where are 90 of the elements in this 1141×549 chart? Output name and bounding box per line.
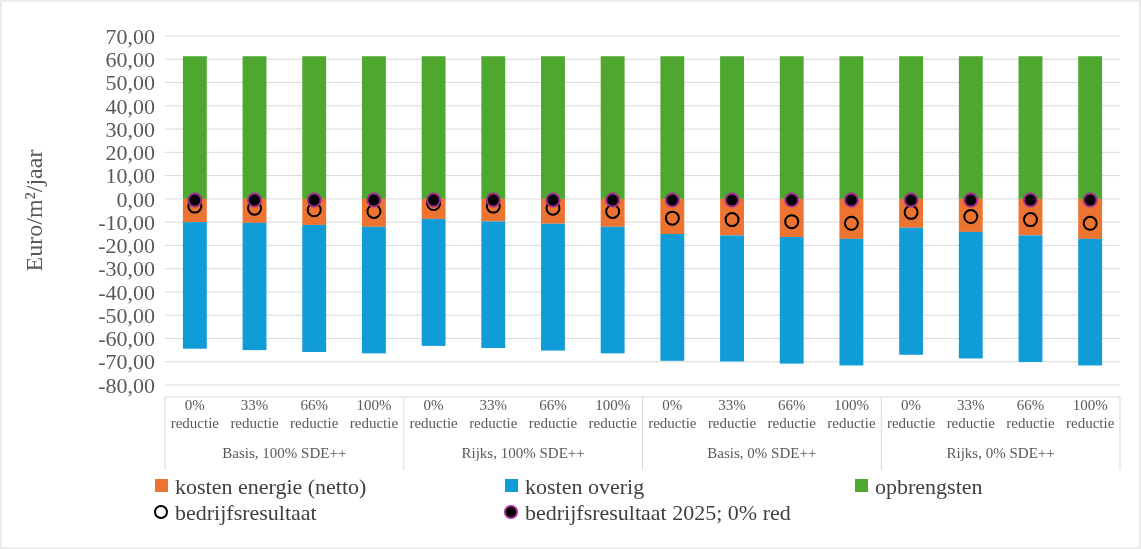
bar [720,235,744,362]
point [426,192,442,208]
x-tick-label: 100% reductie [349,397,399,431]
bar [660,234,685,361]
x-tick-label: 0% reductie [409,397,459,431]
x-tick-label: 100% reductie [1066,397,1115,431]
point [605,192,621,208]
x-tick-label: 33% reductie [946,397,996,431]
text: Basis, 0% SDE++ [707,445,817,461]
bar [1018,235,1043,362]
y-tick-label: 60,00 [105,46,155,72]
bar [1078,56,1103,199]
y-tick-label: 40,00 [105,93,155,119]
x-tick-label: 33% reductie [707,397,757,431]
bar [361,56,386,199]
text: Rijks, 0% SDE++ [946,445,1055,461]
bar [541,56,565,199]
y-tick-label: -30,00 [98,256,155,282]
bar [958,56,983,199]
bar [242,222,267,351]
bar [899,56,924,199]
point [843,192,859,208]
x-tick-label: 66% reductie [767,397,817,431]
point [963,192,979,208]
x-tick-label: 100% reductie [827,397,876,431]
x-tick-label: 100% reductie [588,397,638,431]
bar [600,56,625,199]
bar [1078,238,1103,366]
x-tick-label: 66% reductie [290,397,339,431]
point [784,192,800,208]
point [187,192,203,208]
point [485,192,501,208]
text: Rijks, 100% SDE++ [461,445,585,461]
point [903,192,919,208]
bar [541,223,565,351]
y-tick-label: 30,00 [105,116,155,142]
y-tick-label: -50,00 [98,302,155,328]
legend-label: kosten energie (netto) [175,473,367,499]
y-tick-label: -20,00 [98,233,155,259]
bar [1018,56,1043,199]
bar [361,226,386,354]
point [247,192,263,208]
point [664,192,680,208]
y-tick-label: 20,00 [105,140,155,166]
x-tick-label: 0% reductie [170,397,220,431]
bar [421,218,446,346]
y-tick-label: -70,00 [98,349,155,375]
x-tick-label: 66% reductie [528,397,578,431]
point [1022,192,1038,208]
bar [481,56,506,199]
bar [899,227,924,355]
x-tick-label: 66% reductie [1006,397,1055,431]
x-tick-label: 33% reductie [230,397,280,431]
bar [779,237,804,364]
bar [182,222,207,349]
bar [302,56,327,199]
legend-label: bedrijfsresultaat 2025; 0% red [525,499,791,525]
bar [302,224,327,352]
point [1082,192,1098,208]
y-tick-label: 10,00 [105,163,155,189]
bar [779,56,804,199]
legend-label: opbrengsten [875,473,983,499]
y-tick-label: 50,00 [105,70,155,96]
text: Basis, 100% SDE++ [222,445,347,461]
y-axis-title: Euro/m²/jaar [21,149,47,272]
y-tick-label: -40,00 [98,279,155,305]
point [306,192,322,208]
bar [839,56,864,199]
bar [600,226,625,354]
bar [660,56,685,199]
legend-label: bedrijfsresultaat [175,499,317,525]
bar [958,231,983,359]
point [724,192,740,208]
bar [839,238,864,366]
y-tick-label: -60,00 [98,326,155,352]
x-tick-label: 0% reductie [648,397,697,431]
bar [720,56,744,199]
bar [242,56,267,199]
point [545,192,561,208]
bar [421,56,446,199]
y-tick-label: 0,00 [116,186,155,212]
y-tick-label: -80,00 [98,372,155,398]
legend-label: kosten overig [525,473,645,499]
x-tick-label: 0% reductie [886,397,936,431]
point [366,192,382,208]
x-tick-label: 33% reductie [469,397,518,431]
y-tick-label: 70,00 [105,23,155,49]
bar [481,221,506,349]
bar [182,56,207,199]
y-tick-label: -10,00 [98,209,155,235]
